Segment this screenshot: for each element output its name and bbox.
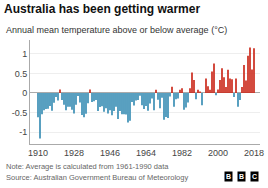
svg-text:0.5: 0.5 [15,69,28,79]
svg-text:1946: 1946 [100,148,120,158]
svg-text:2018: 2018 [244,148,264,158]
svg-text:Australia has been getting war: Australia has been getting warmer [4,2,200,16]
svg-text:Note: Average is calculated fr: Note: Average is calculated from 1961-19… [6,162,169,171]
svg-text:B: B [239,173,244,180]
svg-text:Annual mean temperature above: Annual mean temperature above or below a… [6,25,227,35]
svg-text:-1: -1 [19,127,27,137]
svg-text:1964: 1964 [136,148,156,158]
svg-text:1928: 1928 [64,148,84,158]
svg-text:2000: 2000 [208,148,228,158]
svg-text:-0.5: -0.5 [12,108,28,118]
svg-text:B: B [226,173,231,180]
svg-text:1910: 1910 [28,148,48,158]
svg-text:1982: 1982 [172,148,192,158]
svg-text:1: 1 [22,49,27,59]
svg-text:C: C [252,173,257,180]
svg-text:Source: Australian Government: Source: Australian Government Bureau of … [6,173,188,182]
svg-text:0: 0 [22,88,27,98]
